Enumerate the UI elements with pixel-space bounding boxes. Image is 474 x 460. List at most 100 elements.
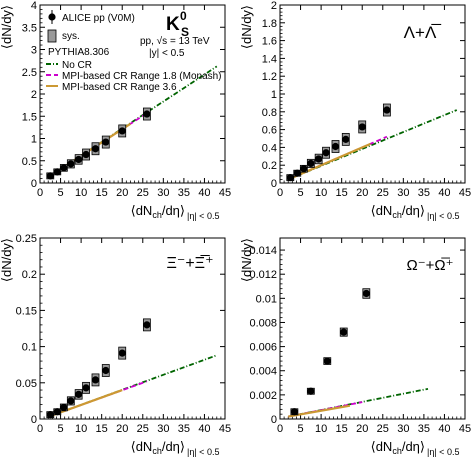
x-tick-label: 45 (459, 187, 471, 199)
y-tick-label: 0 (271, 178, 277, 190)
data-point (331, 142, 340, 151)
x-tick-label: 25 (377, 187, 389, 199)
legend-line-label: No CR (62, 60, 92, 71)
data-point (118, 349, 126, 357)
y-tick-label: 0.01 (256, 293, 277, 305)
x-tick-label: 10 (315, 187, 327, 199)
panel-xi: 0 5 10 15 20 25 30 35 40 4500.050.10.150.20.25⟨dN… (0, 233, 231, 457)
x-tick-label: 45 (459, 423, 471, 435)
y-tick-label: 2.5 (22, 67, 37, 79)
x-tick-label: 15 (336, 187, 348, 199)
x-axis-label: ⟨dNch/dη⟩ (131, 203, 185, 220)
data-point (102, 138, 110, 146)
y-axis-label: ⟨dN/dy⟩ (0, 238, 14, 282)
particle-title-sup: 0 (180, 9, 187, 23)
x-axis-range-label: |η| < 0.5 (187, 211, 219, 221)
data-point (102, 366, 110, 375)
panel-omega: 0 5 10 15 20 25 30 35 40 45 0 0.002 0.004 0.006 0.008 0… (239, 237, 471, 457)
data-point (143, 321, 151, 329)
data-point (286, 174, 294, 182)
x-tick-label: 10 (315, 423, 327, 435)
y-tick-label: 2 (271, 0, 277, 12)
x-tick-label: 40 (198, 187, 210, 199)
data-point (342, 135, 350, 143)
y-tick-label: 0.014 (249, 245, 277, 257)
data-point (358, 123, 366, 131)
x-tick-label: 0 (277, 187, 283, 199)
x-tick-label: 20 (356, 423, 368, 435)
y-tick-label: 0.4 (262, 142, 277, 154)
y-tick-label: 0.6 (262, 125, 277, 137)
data-point (143, 110, 151, 118)
particle-title: Ω⁻+Ω̅⁺ (406, 257, 453, 274)
y-axis-label: ⟨dN/dy⟩ (239, 5, 254, 49)
x-tick-label: 30 (157, 187, 169, 199)
y-tick-label: 2 (31, 89, 37, 101)
legend-sys-box (47, 29, 57, 43)
data-point (60, 164, 68, 172)
plot-frame (279, 237, 466, 420)
y-tick-label: 0.05 (16, 378, 37, 390)
legend-model-header: PYTHIA8.306 (48, 47, 110, 58)
legend-energy-label: pp, √s = 13 TeV (140, 35, 210, 47)
data-point (82, 384, 90, 392)
y-axis-label: ⟨dN/dy⟩ (239, 238, 254, 282)
data-point (290, 408, 298, 416)
data-point (307, 159, 315, 168)
y-tick-label: 0.008 (249, 317, 277, 329)
data-point (323, 357, 331, 365)
x-tick-label: 15 (96, 423, 108, 435)
particle-title: K (166, 14, 180, 35)
y-tick-label: 0 (271, 414, 277, 426)
y-tick-label: 1.4 (262, 53, 277, 65)
data-point (67, 160, 75, 168)
panel-lambda: 0 5 10 15 20 25 30 35 40 45 0 0.2 0.4 0.6 0.8 1 1.2 1.4 1.… (239, 0, 471, 221)
data-point (322, 149, 330, 157)
y-tick-label: 1.6 (262, 36, 277, 48)
data-point (383, 106, 391, 114)
x-axis-range-label: |η| < 0.5 (187, 447, 219, 457)
particle-title: Ξ⁻+Ξ̅⁺ (166, 254, 213, 272)
data-point (82, 150, 90, 159)
data-point (75, 155, 83, 164)
data-point (67, 397, 75, 405)
x-tick-label: 15 (96, 187, 108, 199)
x-tick-label: 20 (116, 187, 128, 199)
data-point (340, 328, 348, 336)
y-tick-label: 1 (31, 134, 37, 146)
y-tick-label: 0 (31, 178, 37, 190)
y-tick-label: 0.25 (16, 233, 37, 245)
data-point (307, 387, 315, 395)
x-tick-label: 5 (57, 187, 63, 199)
x-tick-label: 30 (397, 423, 409, 435)
y-tick-label: 3.5 (22, 22, 37, 34)
legend-data-label: ALICE pp (V0M) (62, 13, 135, 24)
x-tick-label: 45 (219, 423, 231, 435)
data-point (293, 169, 301, 177)
x-tick-label: 35 (418, 423, 430, 435)
x-tick-label: 25 (137, 423, 149, 435)
x-tick-label: 40 (438, 423, 450, 435)
x-tick-label: 25 (377, 423, 389, 435)
y-tick-label: 1.8 (262, 18, 277, 30)
x-tick-label: 5 (297, 187, 303, 199)
y-tick-label: 3 (31, 45, 37, 57)
x-tick-label: 35 (418, 187, 430, 199)
data-point (53, 168, 61, 176)
x-axis-label: ⟨dNch/dη⟩ (371, 439, 425, 456)
x-tick-label: 0 (37, 187, 43, 199)
x-tick-label: 0 (37, 423, 43, 435)
x-tick-label: 25 (137, 187, 149, 199)
plot-frame (39, 237, 226, 420)
x-axis-range-label: |η| < 0.5 (427, 447, 459, 457)
x-tick-label: 35 (178, 187, 190, 199)
x-tick-label: 5 (297, 423, 303, 435)
particle-title: Λ+Λ̅ (404, 23, 442, 42)
y-tick-label: 1 (271, 89, 277, 101)
x-tick-label: 20 (356, 187, 368, 199)
plot-frame (279, 4, 466, 184)
x-tick-label: 0 (277, 423, 283, 435)
x-tick-label: 10 (75, 187, 87, 199)
y-tick-label: 0.5 (22, 156, 37, 168)
